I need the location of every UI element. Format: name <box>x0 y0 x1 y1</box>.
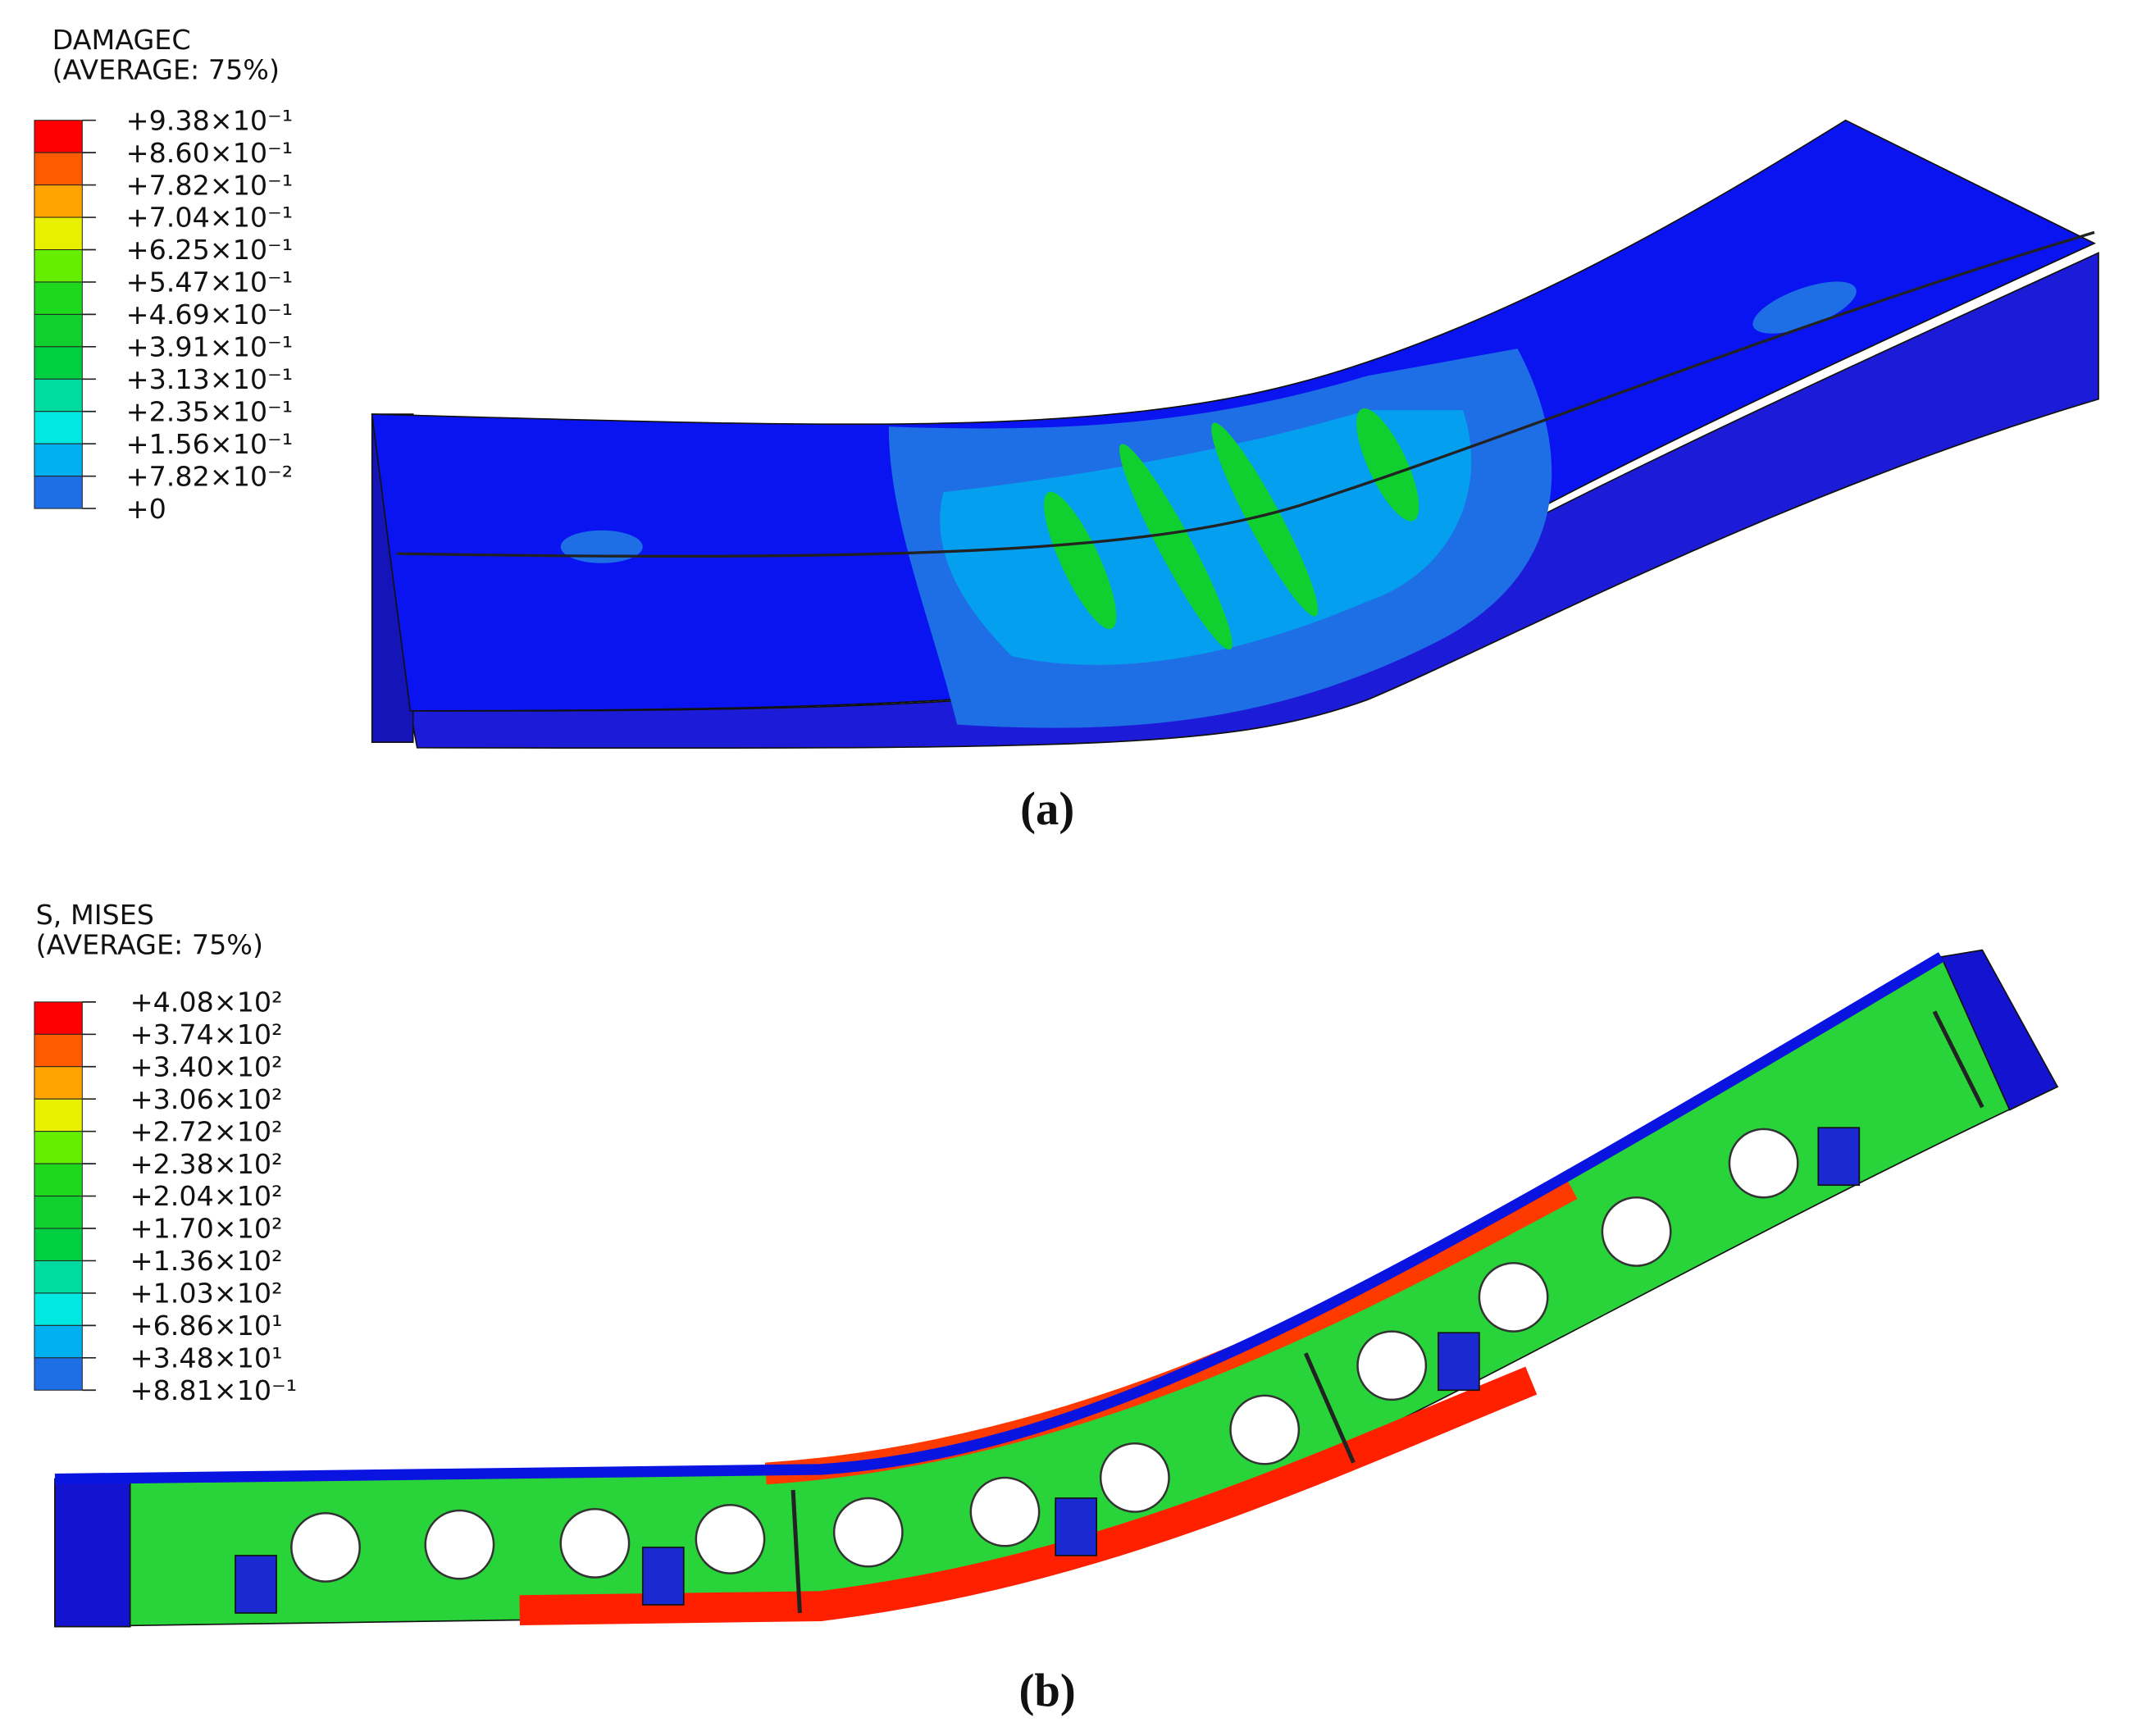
legend-band <box>34 185 83 218</box>
hole <box>1356 1330 1428 1401</box>
legend-label: +3.06×10² <box>130 1083 283 1115</box>
legend-band <box>34 1066 83 1100</box>
legend-label: +5.47×10⁻¹ <box>126 267 293 298</box>
legend-label: +1.70×10² <box>130 1213 283 1245</box>
legend-label: +7.04×10⁻¹ <box>126 202 293 234</box>
legend-label: +8.81×10⁻¹ <box>130 1374 297 1406</box>
connector <box>1055 1497 1098 1556</box>
legend-band <box>34 152 83 186</box>
legend-band <box>34 1001 83 1035</box>
hole <box>559 1508 631 1579</box>
connector <box>235 1555 277 1614</box>
stiffener <box>1932 1010 1984 1109</box>
legend-band <box>34 248 83 283</box>
beam-b <box>54 949 2059 1628</box>
legend-label: +0 <box>126 493 166 525</box>
legend-title: DAMAGEC <box>52 24 191 56</box>
damage-band <box>1211 422 1319 617</box>
annotations: DAMAGEC(AVERAGE: 75%)+9.38×10⁻¹+8.60×10⁻… <box>34 24 1076 1716</box>
legend-band <box>34 216 83 250</box>
legend-label: +2.04×10² <box>130 1180 283 1212</box>
legend-band <box>34 1131 83 1164</box>
legend-band <box>34 346 83 380</box>
legend-label: +6.86×10¹ <box>130 1310 283 1342</box>
hole <box>832 1497 904 1568</box>
stiffener <box>1303 1352 1356 1464</box>
damage-band <box>1044 491 1117 630</box>
legend-band <box>34 313 83 348</box>
hole <box>1478 1261 1549 1333</box>
legend-band <box>34 443 83 477</box>
damage-spot <box>1752 281 1857 334</box>
legend-label: +1.56×10⁻¹ <box>126 428 293 460</box>
legend-label: +4.69×10⁻¹ <box>126 298 293 330</box>
shear-connectors <box>235 1127 1861 1614</box>
beam-flange-top <box>54 952 1944 1485</box>
legend-label: +3.48×10¹ <box>130 1342 283 1374</box>
legend-band <box>34 411 83 444</box>
hole <box>969 1476 1041 1547</box>
web-holes <box>290 1128 1799 1583</box>
legend-label: +3.13×10⁻¹ <box>126 363 293 395</box>
caption: (a) <box>1020 784 1074 835</box>
legend-title: (AVERAGE: 75%) <box>52 54 280 86</box>
legend-band <box>34 1260 83 1294</box>
hole <box>1728 1128 1799 1199</box>
legend-band <box>34 1292 83 1326</box>
legend-label: +7.82×10⁻² <box>126 460 293 492</box>
damage-spot <box>560 530 643 563</box>
legend-label: +3.74×10² <box>130 1018 283 1050</box>
legend-band <box>34 1098 83 1132</box>
hole <box>1099 1442 1170 1513</box>
legend-label: +2.72×10² <box>130 1115 283 1147</box>
beam-end-right <box>1940 949 2059 1111</box>
legend-band <box>34 476 83 509</box>
legend-label: +4.08×10² <box>130 986 283 1018</box>
legend-band <box>34 1228 83 1261</box>
legend-band <box>34 1163 83 1197</box>
legend-title: (AVERAGE: 75%) <box>36 929 263 961</box>
legend-label: +1.03×10² <box>130 1278 283 1310</box>
legend-title: S, MISES <box>36 899 154 931</box>
beam-end-left <box>54 1478 131 1628</box>
damage-band <box>1356 408 1419 522</box>
legend-band <box>34 378 83 412</box>
hole <box>1229 1394 1301 1465</box>
stress-bottom <box>519 1366 1538 1625</box>
legend-band <box>34 281 83 315</box>
hole <box>290 1512 361 1583</box>
legend-band <box>34 1357 83 1391</box>
damage-band <box>1119 444 1233 650</box>
legend-label: +6.25×10⁻¹ <box>126 234 293 266</box>
legend-label: +2.35×10⁻¹ <box>126 395 293 427</box>
connector <box>1817 1127 1861 1187</box>
hole <box>1601 1196 1672 1267</box>
hole <box>695 1504 766 1574</box>
legend-label: +3.91×10⁻¹ <box>126 331 293 363</box>
caption: (b) <box>1019 1665 1076 1716</box>
legend-label: +9.38×10⁻¹ <box>126 104 293 136</box>
stiffener <box>791 1489 802 1614</box>
slab-joint <box>396 230 2095 558</box>
legend-label: +3.40×10² <box>130 1050 283 1082</box>
stiffeners <box>791 1010 1984 1614</box>
legend-band <box>34 120 83 153</box>
legend-label: +8.60×10⁻¹ <box>126 137 293 169</box>
connector <box>1438 1332 1480 1392</box>
legend-band <box>34 1033 83 1068</box>
legend-band <box>34 1196 83 1229</box>
legend-label: +7.82×10⁻¹ <box>126 169 293 201</box>
legend-label: +2.38×10² <box>130 1148 283 1180</box>
legend-label: +1.36×10² <box>130 1245 283 1277</box>
legend-band <box>34 1324 83 1359</box>
damage-zone-inner <box>940 410 1472 665</box>
hole <box>424 1509 495 1580</box>
connector <box>641 1547 685 1606</box>
beam-a <box>371 119 2099 750</box>
